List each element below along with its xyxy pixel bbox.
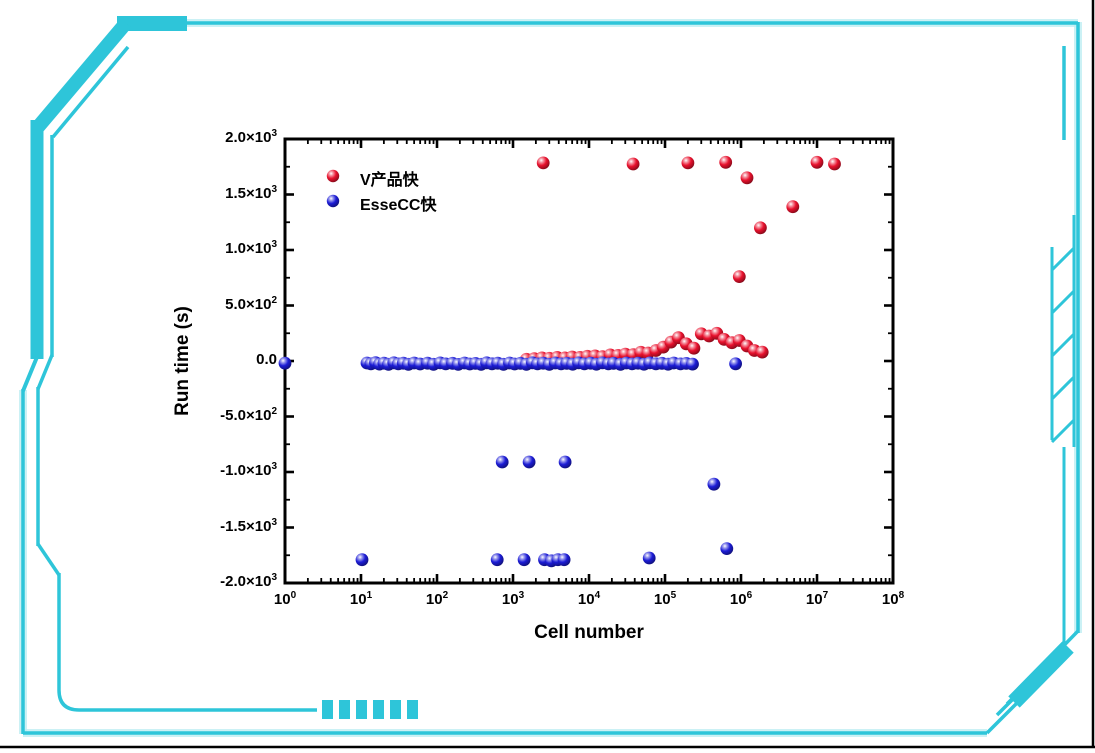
frame-zigzag-steps bbox=[1050, 246, 1076, 444]
data-point-red bbox=[754, 221, 767, 235]
data-point-blue bbox=[558, 455, 572, 469]
data-point-red bbox=[755, 345, 769, 359]
y-tick-label: -1.0×103 bbox=[220, 461, 277, 480]
x-tick-label: 106 bbox=[729, 590, 753, 609]
data-point-red bbox=[536, 156, 550, 170]
y-tick-label: 2.0×103 bbox=[225, 128, 277, 147]
x-tick-label: 101 bbox=[349, 590, 373, 609]
data-point-red bbox=[828, 157, 841, 171]
frame-bottomright-inner-diagonal bbox=[995, 646, 1066, 717]
y-tick-label: -5.0×102 bbox=[220, 405, 277, 424]
x-tick-label: 103 bbox=[501, 590, 525, 609]
frame-dash-2 bbox=[339, 700, 350, 719]
frame-dash-1 bbox=[322, 700, 333, 719]
frame-bottomright-thick-bar bbox=[1008, 641, 1074, 708]
data-point-red bbox=[681, 156, 695, 170]
data-point-red bbox=[740, 171, 754, 185]
data-point-red bbox=[719, 155, 733, 169]
x-tick-label: 108 bbox=[881, 590, 905, 609]
legend-marker-blue bbox=[326, 194, 340, 208]
y-axis-title: Run time (s) bbox=[172, 306, 193, 416]
data-point-blue bbox=[522, 455, 536, 469]
data-point-red bbox=[687, 341, 701, 355]
data-point-blue bbox=[720, 542, 734, 555]
y-tick-label: 5.0×102 bbox=[225, 294, 277, 313]
x-tick-label: 100 bbox=[273, 590, 297, 609]
data-point-red bbox=[626, 157, 640, 171]
frame-top-head-bar bbox=[117, 16, 187, 31]
legend-label-blue-series: EsseCC快 bbox=[360, 197, 437, 214]
frame-dash-6 bbox=[407, 700, 418, 719]
legend-label-red-series: V产品快 bbox=[360, 172, 419, 189]
data-point-blue bbox=[707, 477, 721, 491]
x-tick-label: 107 bbox=[805, 590, 829, 609]
data-point-blue bbox=[490, 553, 504, 567]
frame-dash-3 bbox=[356, 700, 367, 719]
data-point-blue bbox=[686, 357, 699, 371]
data-point-blue bbox=[557, 553, 571, 567]
x-tick-label: 104 bbox=[577, 590, 601, 609]
data-point-red bbox=[732, 270, 746, 283]
data-point-blue bbox=[355, 553, 369, 567]
y-tick-label: -2.0×103 bbox=[220, 572, 277, 591]
legend-marker-red bbox=[326, 169, 340, 183]
data-point-blue bbox=[495, 455, 509, 469]
data-point-blue bbox=[278, 356, 292, 370]
frame-dash-4 bbox=[373, 700, 384, 719]
frame-inner-bottom-line bbox=[57, 689, 317, 712]
data-point-blue bbox=[517, 553, 531, 567]
data-point-blue bbox=[642, 551, 656, 565]
frame-left-inner-jog-2 bbox=[36, 543, 61, 576]
frame-topleft-inner-diagonal bbox=[51, 45, 130, 139]
y-tick-label: 1.0×103 bbox=[225, 239, 277, 258]
frame-left-inner-jog bbox=[36, 354, 54, 390]
data-point-blue bbox=[729, 357, 742, 371]
x-axis-title: Cell number bbox=[534, 622, 644, 643]
x-tick-label: 102 bbox=[425, 590, 449, 609]
x-tick-label: 105 bbox=[653, 590, 677, 609]
data-point-red bbox=[810, 155, 824, 169]
data-point-red bbox=[786, 200, 800, 214]
frame-topleft-thick-diagonal bbox=[32, 18, 132, 132]
y-tick-label: 0.0 bbox=[256, 351, 277, 368]
y-tick-label: -1.5×103 bbox=[220, 516, 277, 535]
frame-dash-5 bbox=[390, 700, 401, 719]
y-tick-label: 1.5×103 bbox=[225, 183, 277, 202]
frame-left-jog bbox=[21, 356, 39, 392]
